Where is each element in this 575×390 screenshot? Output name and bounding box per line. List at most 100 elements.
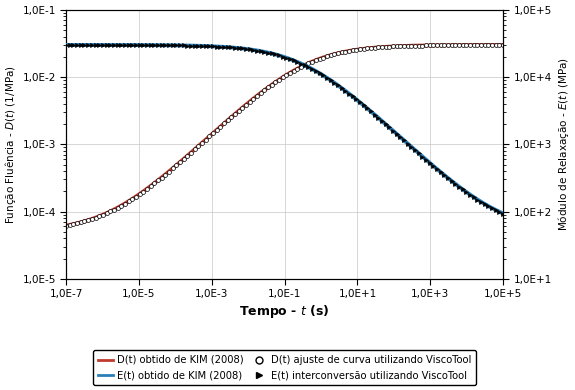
Y-axis label: Módulo de Relaxação - $\mathit{E(t)}$ (MPa): Módulo de Relaxação - $\mathit{E(t)}$ (M… <box>556 57 571 231</box>
Point <box>120 42 129 48</box>
Point <box>260 49 269 55</box>
Point <box>76 219 86 225</box>
Point <box>91 215 100 221</box>
Point <box>329 80 339 86</box>
Point <box>205 43 214 49</box>
Point <box>473 197 482 203</box>
Point <box>300 62 309 68</box>
Point <box>499 42 508 48</box>
Point <box>484 203 493 209</box>
Point <box>337 85 346 91</box>
Point <box>234 108 243 114</box>
Point <box>403 140 412 147</box>
Point <box>451 42 460 48</box>
Point <box>315 70 324 76</box>
Point <box>436 169 445 175</box>
Point <box>480 201 489 207</box>
Point <box>466 42 475 48</box>
Point <box>120 200 129 207</box>
Point <box>421 156 431 163</box>
Point <box>414 150 423 156</box>
Point <box>197 43 206 49</box>
Point <box>340 49 350 55</box>
Point <box>297 64 306 70</box>
Point <box>98 212 108 218</box>
Point <box>495 209 504 215</box>
Point <box>172 162 181 168</box>
Point <box>274 76 283 83</box>
Point <box>429 163 438 169</box>
Point <box>208 130 217 136</box>
Point <box>83 42 93 48</box>
Point <box>403 43 412 49</box>
Point <box>344 90 354 97</box>
Point <box>304 64 313 70</box>
Point <box>164 168 174 175</box>
Point <box>352 96 361 103</box>
Point <box>234 45 243 51</box>
Point <box>443 42 453 48</box>
Point <box>164 42 174 48</box>
Point <box>271 51 280 58</box>
Point <box>267 82 277 88</box>
Point <box>98 42 108 48</box>
Point <box>488 205 497 211</box>
Point <box>381 44 390 50</box>
Point <box>91 42 100 48</box>
Point <box>69 221 78 227</box>
Point <box>366 108 375 115</box>
Point <box>469 194 478 200</box>
Point <box>421 43 431 49</box>
Point <box>135 191 144 197</box>
Point <box>385 44 394 50</box>
Point <box>227 114 236 120</box>
Point <box>62 42 71 48</box>
Point <box>352 47 361 53</box>
Point <box>297 60 306 67</box>
Point <box>256 90 265 96</box>
Point <box>473 42 482 48</box>
Point <box>293 66 302 72</box>
Point <box>238 45 247 51</box>
Y-axis label: Função Fluência - $\mathit{D(t)}$ (1/MPa): Função Fluência - $\mathit{D(t)}$ (1/MPa… <box>3 65 18 224</box>
Point <box>308 66 317 72</box>
Point <box>454 184 463 190</box>
Point <box>363 105 372 112</box>
Point <box>396 134 405 140</box>
Point <box>102 210 111 216</box>
Point <box>337 50 346 56</box>
Point <box>216 44 225 50</box>
Point <box>289 67 298 74</box>
Point <box>370 44 379 51</box>
Point <box>124 42 133 48</box>
Point <box>113 205 122 211</box>
Point <box>252 93 262 99</box>
Point <box>102 42 111 48</box>
Point <box>348 93 357 99</box>
Point <box>392 43 401 50</box>
Point <box>154 42 163 48</box>
Point <box>477 199 486 205</box>
Point <box>87 216 97 222</box>
Point <box>388 43 397 50</box>
Point <box>440 42 449 48</box>
Point <box>340 88 350 94</box>
Point <box>308 58 317 65</box>
Point <box>491 207 500 213</box>
Point <box>267 50 277 57</box>
Point <box>432 166 442 172</box>
Point <box>491 42 500 48</box>
Point <box>186 149 196 156</box>
Point <box>488 42 497 48</box>
Point <box>359 102 368 108</box>
Point <box>425 160 434 166</box>
Point <box>205 133 214 140</box>
Point <box>223 44 232 50</box>
Point <box>334 50 343 57</box>
Point <box>117 202 126 209</box>
Point <box>260 87 269 93</box>
Point <box>135 42 144 48</box>
Point <box>374 115 383 121</box>
Point <box>150 180 159 186</box>
Point <box>329 51 339 57</box>
